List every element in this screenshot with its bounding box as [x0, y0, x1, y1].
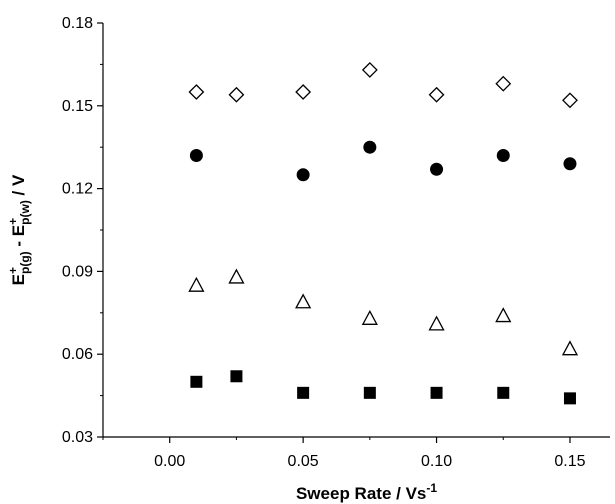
- data-point-open-diamond: [188, 84, 205, 100]
- data-point-filled-square: [190, 375, 203, 388]
- y-axis-title-part: p(w): [18, 200, 32, 225]
- data-point-open-diamond: [228, 86, 245, 103]
- y-axis-title-part: E: [9, 274, 28, 285]
- x-axis-title-main: Sweep Rate / Vs: [296, 484, 426, 503]
- axes-group: 0.03 0.06 0.09 0.12 0.15 0.18 0.00 0.05 0.10 0.15: [62, 15, 610, 470]
- data-point-open-diamond: [361, 62, 378, 78]
- y-tick-label: 0.03: [62, 429, 93, 446]
- y-tick-label: 0.09: [62, 263, 93, 280]
- data-point-open-triangle: [495, 307, 512, 323]
- data-point-filled-square: [230, 370, 243, 383]
- y-axis-title-part: - E: [9, 225, 28, 251]
- data-point-filled-circle: [363, 140, 377, 154]
- y-tick-label: 0.15: [62, 98, 93, 115]
- x-tick-label: 0.15: [554, 453, 585, 470]
- data-point-open-triangle: [428, 315, 445, 331]
- data-point-open-triangle: [561, 340, 579, 356]
- data-point-filled-circle: [496, 148, 510, 162]
- data-point-filled-square: [497, 386, 510, 399]
- x-tick-label: 0.05: [288, 453, 319, 470]
- x-tick-label: 0.00: [154, 453, 185, 470]
- y-axis-title-part: +: [6, 267, 20, 274]
- data-point-open-triangle: [361, 309, 378, 325]
- y-axis-title-part: / V: [9, 174, 28, 200]
- data-point-open-triangle: [188, 276, 205, 292]
- data-point-open-diamond: [428, 86, 445, 103]
- x-axis-title-superscript: -1: [426, 481, 437, 495]
- y-tick-label: 0.06: [62, 346, 93, 363]
- data-point-open-triangle: [228, 268, 245, 284]
- data-point-filled-square: [563, 392, 576, 405]
- data-point-filled-circle: [430, 162, 444, 176]
- data-point-filled-circle: [296, 168, 310, 182]
- x-axis-title: Sweep Rate / Vs-1: [296, 481, 437, 503]
- data-point-filled-circle: [189, 148, 203, 162]
- y-axis-title-part: +: [6, 218, 20, 225]
- data-point-open-triangle: [295, 293, 312, 309]
- y-axis-title: E+p(g) - E+p(w) / V: [6, 174, 32, 285]
- x-tick-label: 0.10: [421, 453, 452, 470]
- y-tick-label: 0.12: [62, 181, 93, 198]
- data-point-open-diamond: [562, 92, 578, 109]
- data-point-filled-square: [363, 386, 376, 399]
- data-point-open-diamond: [495, 75, 512, 92]
- data-point-filled-circle: [563, 157, 577, 171]
- y-tick-label: 0.18: [62, 15, 93, 32]
- data-point-open-diamond: [295, 84, 312, 100]
- y-axis-title-part: p(g): [18, 251, 32, 274]
- data-point-filled-square: [297, 386, 310, 399]
- data-marks-group: [188, 62, 579, 405]
- data-point-filled-square: [430, 386, 443, 399]
